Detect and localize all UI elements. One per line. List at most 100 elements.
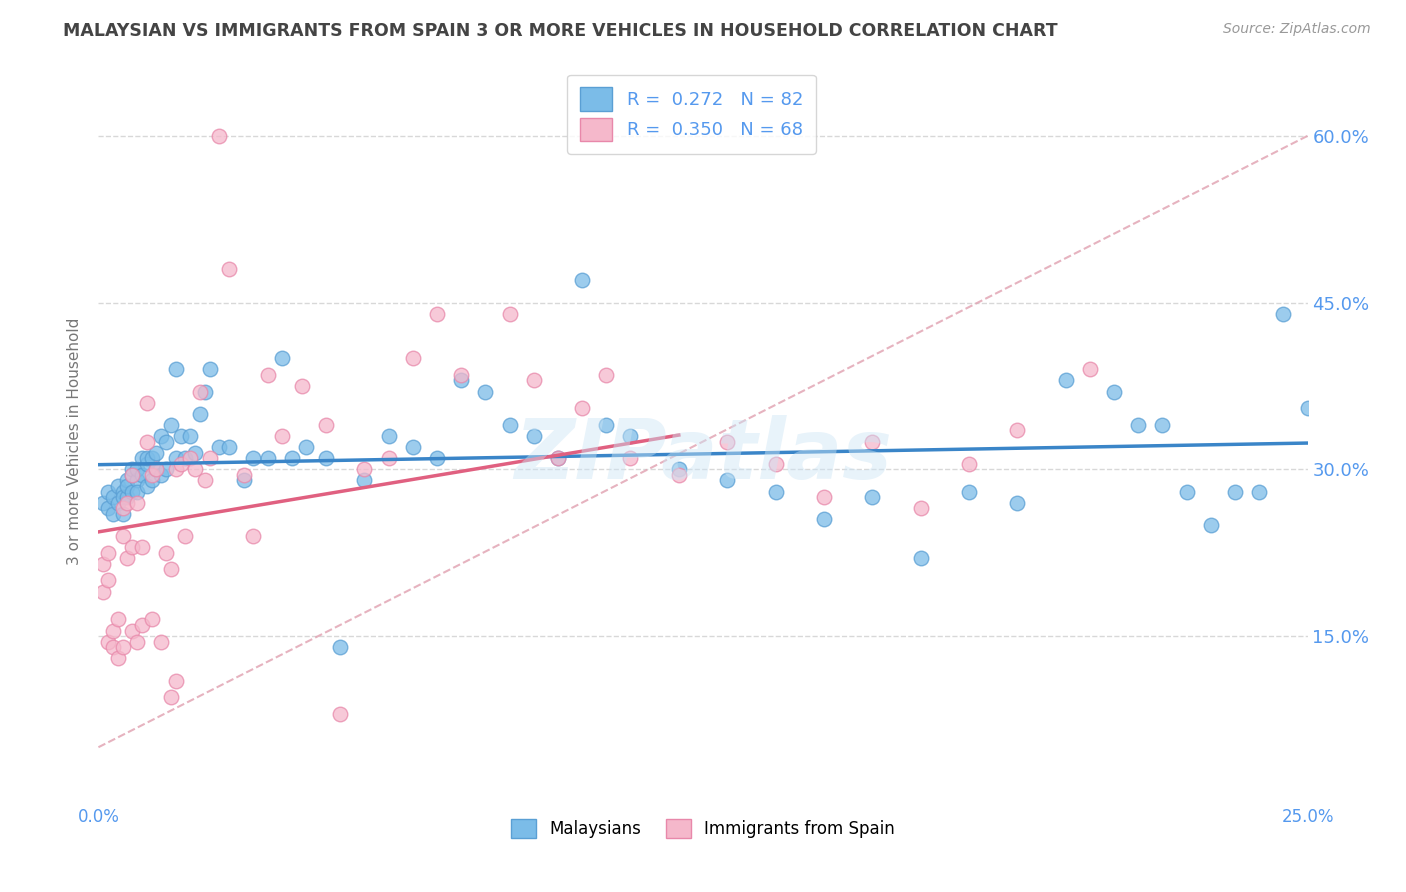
Point — [121, 540, 143, 554]
Point — [474, 384, 496, 399]
Point — [716, 474, 738, 488]
Point — [571, 273, 593, 287]
Point — [957, 457, 980, 471]
Point — [315, 417, 337, 432]
Point — [547, 451, 569, 466]
Point — [107, 479, 129, 493]
Point — [1152, 417, 1174, 432]
Point — [160, 690, 183, 705]
Point — [571, 401, 593, 416]
Point — [218, 440, 240, 454]
Point — [169, 429, 191, 443]
Point — [1296, 401, 1319, 416]
Point — [121, 624, 143, 638]
Y-axis label: 3 or more Vehicles in Household: 3 or more Vehicles in Household — [67, 318, 83, 566]
Point — [127, 462, 149, 476]
Point — [1007, 496, 1029, 510]
Point — [97, 546, 120, 560]
Point — [121, 467, 143, 482]
Point — [668, 467, 690, 482]
Point — [107, 612, 129, 626]
Point — [619, 451, 641, 466]
Point — [117, 490, 139, 504]
Point — [353, 462, 375, 476]
Point — [188, 384, 211, 399]
Point — [145, 462, 167, 476]
Point — [194, 474, 217, 488]
Point — [101, 507, 124, 521]
Point — [765, 457, 787, 471]
Point — [127, 496, 149, 510]
Point — [619, 429, 641, 443]
Point — [1078, 362, 1101, 376]
Point — [101, 640, 124, 655]
Point — [145, 445, 167, 459]
Point — [1054, 373, 1077, 387]
Point — [426, 451, 449, 466]
Point — [595, 417, 617, 432]
Point — [595, 368, 617, 382]
Point — [150, 429, 173, 443]
Point — [155, 546, 177, 560]
Point — [668, 462, 690, 476]
Point — [329, 640, 352, 655]
Point — [111, 490, 134, 504]
Point — [910, 501, 932, 516]
Point — [860, 434, 883, 449]
Point — [91, 557, 114, 571]
Point — [165, 451, 187, 466]
Point — [97, 574, 120, 588]
Point — [165, 462, 187, 476]
Point — [256, 451, 278, 466]
Point — [198, 362, 221, 376]
Point — [127, 634, 149, 648]
Point — [194, 384, 217, 399]
Point — [160, 417, 183, 432]
Point — [1199, 517, 1222, 532]
Point — [716, 434, 738, 449]
Point — [111, 529, 134, 543]
Point — [450, 368, 472, 382]
Point — [547, 451, 569, 466]
Point — [121, 467, 143, 482]
Point — [131, 540, 153, 554]
Point — [218, 262, 240, 277]
Point — [174, 451, 197, 466]
Point — [101, 624, 124, 638]
Point — [523, 429, 546, 443]
Point — [135, 457, 157, 471]
Point — [910, 551, 932, 566]
Point — [290, 379, 312, 393]
Point — [184, 445, 207, 459]
Point — [271, 351, 294, 366]
Point — [1175, 484, 1198, 499]
Point — [165, 362, 187, 376]
Point — [91, 496, 114, 510]
Point — [353, 474, 375, 488]
Point — [97, 484, 120, 499]
Point — [127, 484, 149, 499]
Point — [135, 451, 157, 466]
Point — [179, 429, 201, 443]
Point — [813, 490, 835, 504]
Point — [155, 462, 177, 476]
Point — [242, 529, 264, 543]
Point — [131, 618, 153, 632]
Point — [101, 490, 124, 504]
Point — [232, 467, 254, 482]
Point — [165, 673, 187, 688]
Point — [174, 529, 197, 543]
Point — [145, 462, 167, 476]
Point — [271, 429, 294, 443]
Text: MALAYSIAN VS IMMIGRANTS FROM SPAIN 3 OR MORE VEHICLES IN HOUSEHOLD CORRELATION C: MALAYSIAN VS IMMIGRANTS FROM SPAIN 3 OR … — [63, 22, 1057, 40]
Point — [131, 467, 153, 482]
Point — [111, 501, 134, 516]
Point — [1223, 484, 1246, 499]
Point — [498, 307, 520, 321]
Point — [295, 440, 318, 454]
Point — [169, 457, 191, 471]
Point — [107, 651, 129, 665]
Point — [242, 451, 264, 466]
Point — [402, 351, 425, 366]
Point — [450, 373, 472, 387]
